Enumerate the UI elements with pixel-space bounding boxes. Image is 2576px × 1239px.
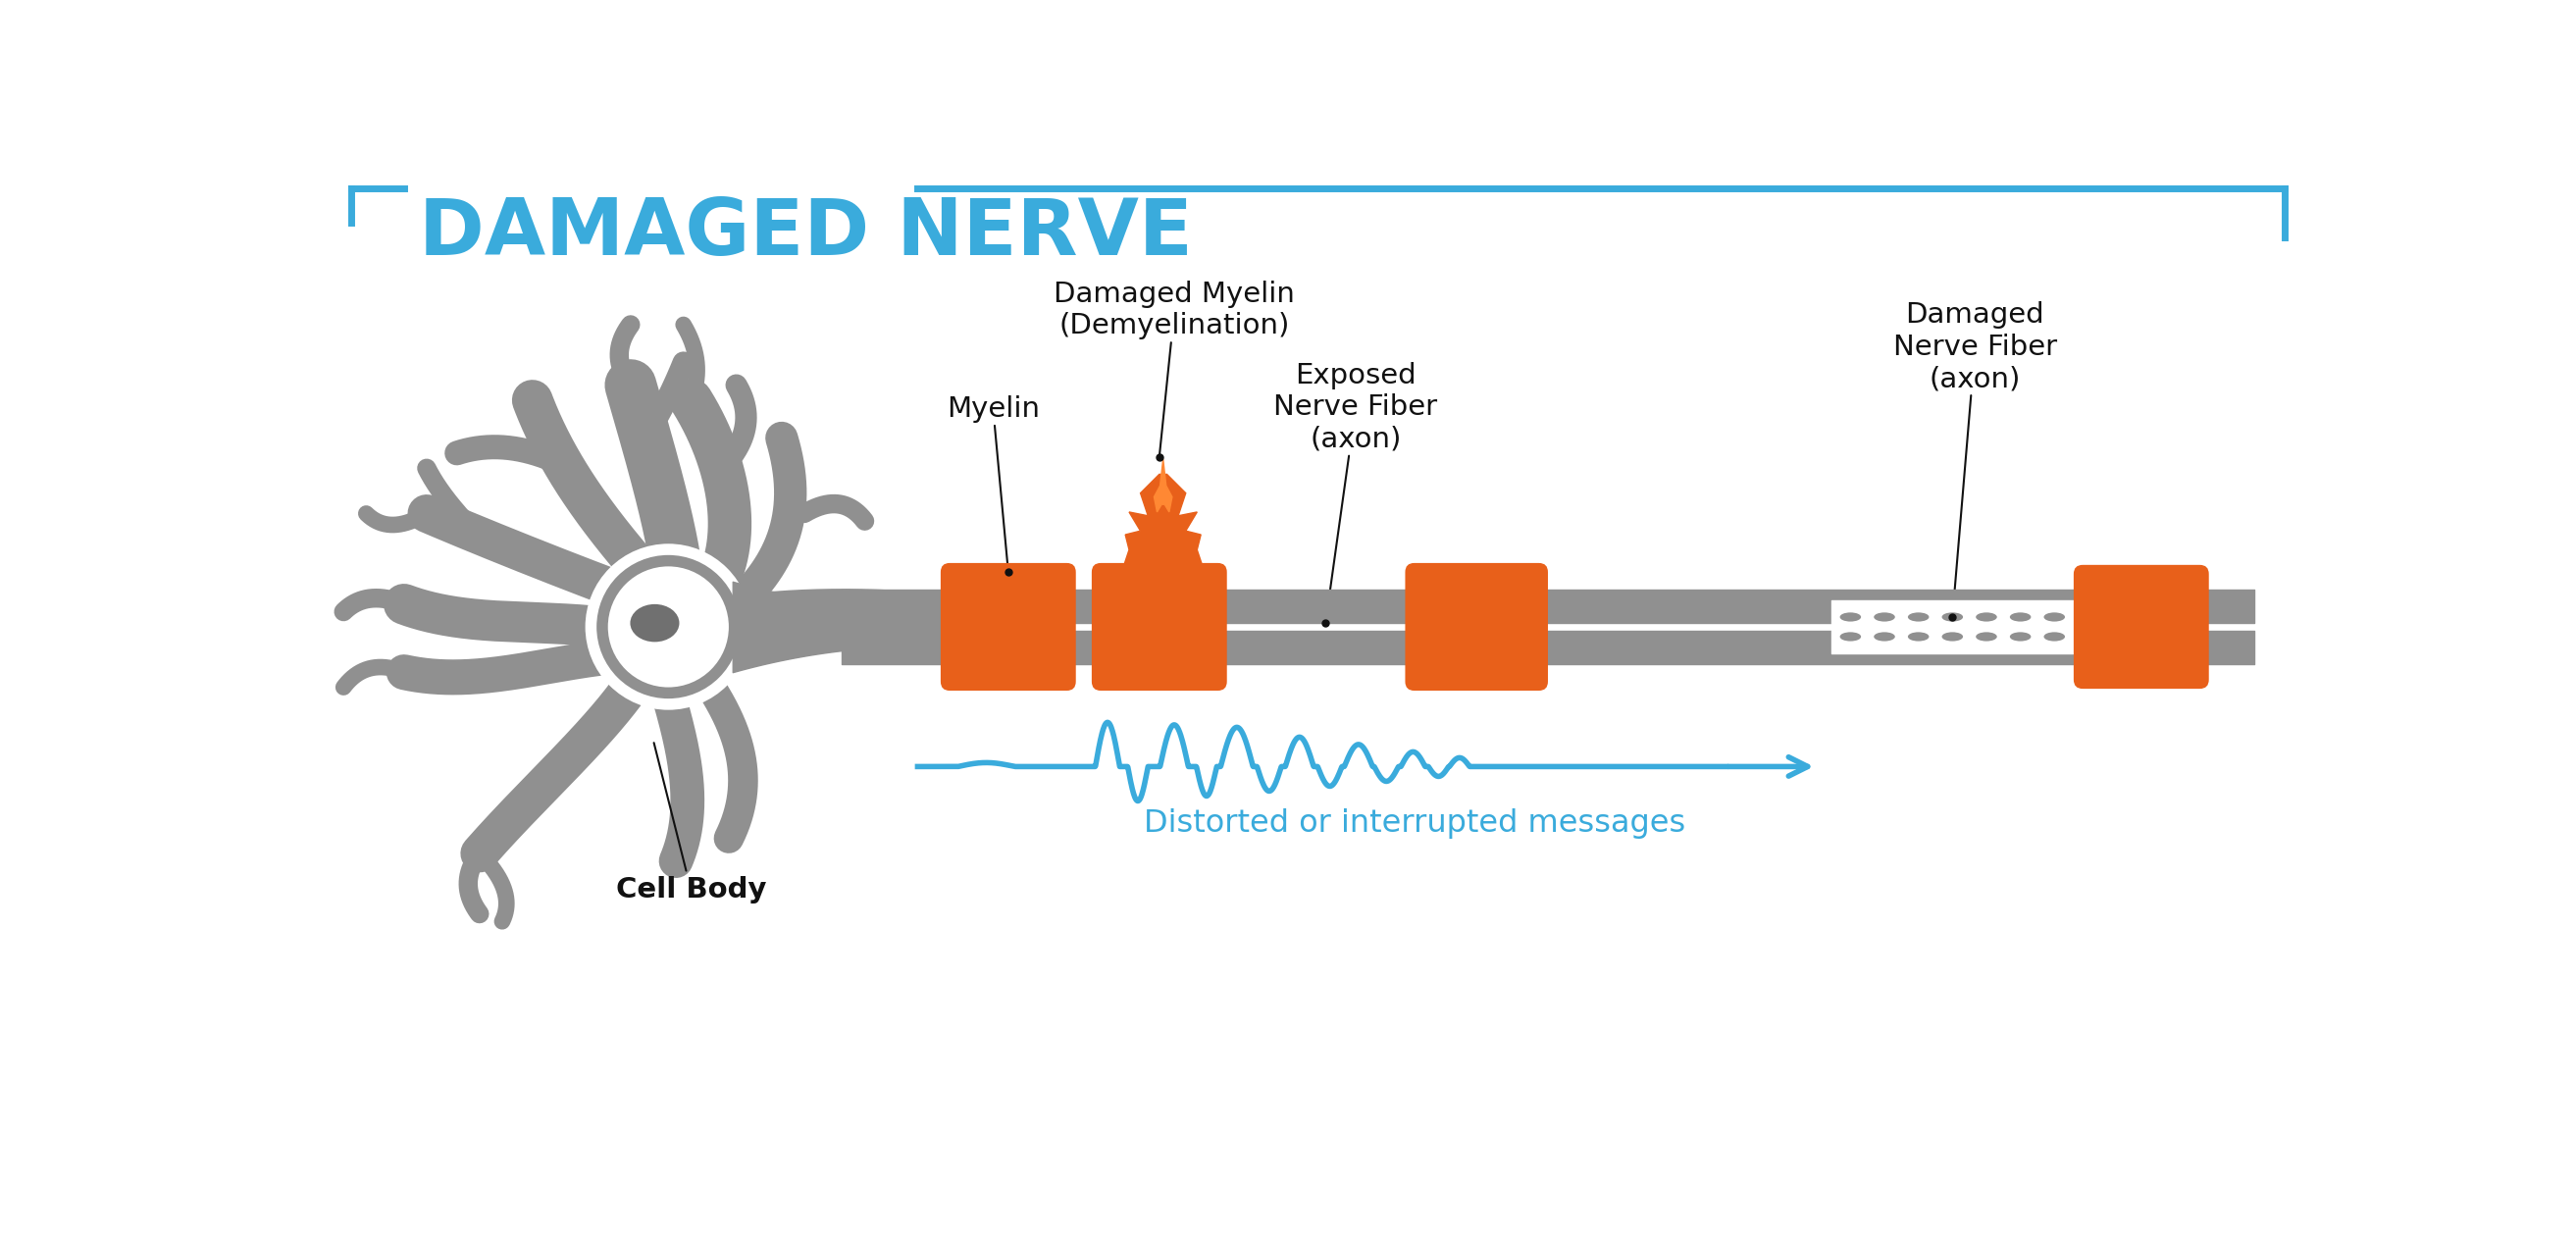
Ellipse shape bbox=[611, 570, 724, 684]
Ellipse shape bbox=[598, 555, 739, 699]
Ellipse shape bbox=[1942, 632, 1963, 641]
Ellipse shape bbox=[1839, 632, 1860, 641]
Ellipse shape bbox=[1909, 612, 1929, 622]
Ellipse shape bbox=[608, 566, 729, 688]
Text: Exposed
Nerve Fiber
(axon): Exposed Nerve Fiber (axon) bbox=[1273, 362, 1437, 623]
Ellipse shape bbox=[2009, 632, 2030, 641]
Ellipse shape bbox=[2043, 632, 2066, 641]
Ellipse shape bbox=[2043, 612, 2066, 622]
Text: Distorted or interrupted messages: Distorted or interrupted messages bbox=[1144, 808, 1685, 839]
Text: Damaged
Nerve Fiber
(axon): Damaged Nerve Fiber (axon) bbox=[1893, 301, 2058, 617]
Polygon shape bbox=[1121, 475, 1206, 572]
FancyBboxPatch shape bbox=[1092, 563, 1226, 690]
Ellipse shape bbox=[1976, 632, 1996, 641]
Ellipse shape bbox=[1976, 612, 1996, 622]
Text: Myelin: Myelin bbox=[945, 395, 1041, 571]
Ellipse shape bbox=[1839, 612, 1860, 622]
Ellipse shape bbox=[585, 544, 752, 710]
Ellipse shape bbox=[2009, 612, 2030, 622]
Ellipse shape bbox=[1873, 612, 1896, 622]
FancyBboxPatch shape bbox=[940, 563, 1077, 690]
Ellipse shape bbox=[1909, 632, 1929, 641]
Ellipse shape bbox=[1942, 612, 1963, 622]
Text: DAMAGED NERVE: DAMAGED NERVE bbox=[420, 195, 1193, 271]
Polygon shape bbox=[1154, 460, 1172, 512]
FancyBboxPatch shape bbox=[1404, 563, 1548, 690]
Ellipse shape bbox=[1873, 632, 1896, 641]
Text: Damaged Myelin
(Demyelination): Damaged Myelin (Demyelination) bbox=[1054, 280, 1296, 457]
Text: Cell Body: Cell Body bbox=[616, 742, 765, 903]
Ellipse shape bbox=[631, 605, 680, 642]
FancyBboxPatch shape bbox=[2074, 565, 2208, 689]
